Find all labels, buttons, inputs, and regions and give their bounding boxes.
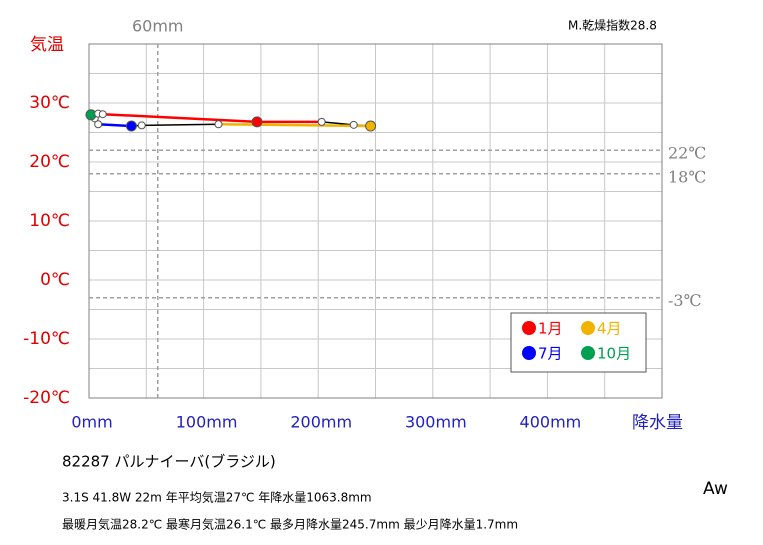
reference-label: -3℃ (668, 291, 701, 310)
data-point (349, 120, 358, 129)
x-tick-label: 300mm (405, 413, 467, 432)
legend-marker (522, 321, 536, 335)
legend-label: 4月 (597, 320, 622, 338)
data-point (251, 116, 263, 128)
highlight-segment (98, 122, 132, 128)
y-axis-label: 気温 (30, 35, 64, 55)
data-point (98, 110, 107, 119)
legend-marker (581, 321, 595, 335)
legend-label: 7月 (538, 345, 563, 363)
highlight-segment (102, 112, 258, 124)
legend-marker (581, 346, 595, 360)
reference-label: 22℃ (668, 144, 706, 163)
y-tick-label: 20℃ (29, 152, 70, 172)
data-point (365, 120, 377, 132)
reference-label: 18℃ (668, 167, 706, 186)
y-tick-label: -10℃ (23, 329, 70, 349)
y-tick-label: 30℃ (29, 93, 70, 113)
y-tick-label: 0℃ (40, 270, 70, 290)
data-point (214, 120, 223, 129)
y-tick-label: 10℃ (29, 211, 70, 231)
legend-label: 10月 (597, 345, 631, 363)
reference-label: 60mm (132, 17, 184, 36)
info-line: 最暖月気温28.2℃ 最寒月気温26.1℃ 最多月降水量245.7mm 最少月降… (62, 517, 518, 532)
data-point (137, 121, 146, 130)
x-tick-label: 100mm (176, 413, 238, 432)
info-line: 3.1S 41.8W 22m 年平均気温27℃ 年降水量1063.8mm (62, 490, 372, 505)
x-tick-label: 0mm (71, 413, 112, 432)
data-point (94, 120, 103, 129)
y-tick-label: -20℃ (23, 388, 70, 408)
highlight-segment (218, 122, 371, 128)
legend-marker (522, 346, 536, 360)
x-tick-label: 200mm (290, 413, 352, 432)
data-point (317, 117, 326, 126)
x-tick-label: 400mm (520, 413, 582, 432)
legend-label: 1月 (538, 320, 563, 338)
x-axis-label: 降水量 (632, 413, 683, 433)
data-point (125, 120, 137, 132)
plot-border (88, 43, 663, 399)
station: 82287 パルナイーバ(ブラジル) (62, 453, 276, 471)
dryness-index: M.乾燥指数28.8 (568, 18, 657, 33)
climate-class: Aw (703, 479, 728, 499)
